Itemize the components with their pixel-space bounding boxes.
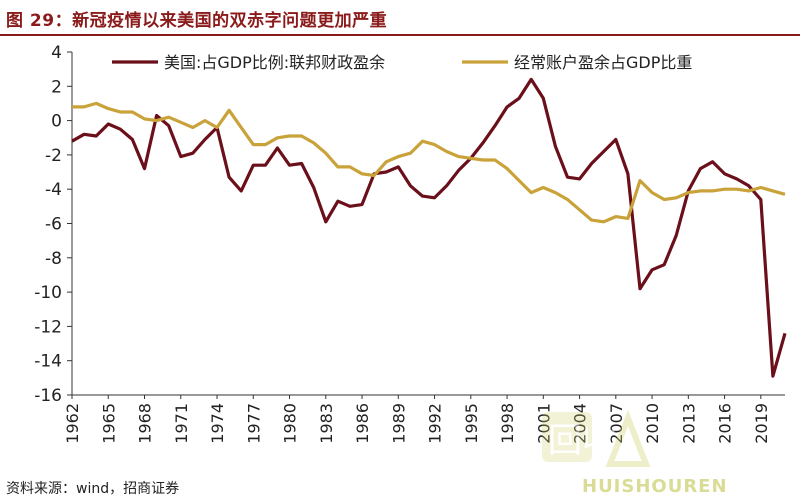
x-tick-label: 2004 <box>571 403 590 444</box>
x-tick-label: 1983 <box>317 403 336 444</box>
x-tick-label: 1977 <box>244 403 263 444</box>
y-tick-label: -2 <box>45 146 62 166</box>
x-tick-label: 2013 <box>679 403 698 444</box>
y-tick-label: 4 <box>51 43 62 63</box>
x-tick-label: 1971 <box>172 403 191 444</box>
watermark-glyph: 回收 <box>548 421 616 461</box>
x-tick-label: 2001 <box>534 403 553 444</box>
figure-title: 图 29：新冠疫情以来美国的双赤字问题更加严重 <box>6 11 388 31</box>
source-note: 资料来源：wind，招商证券 <box>6 481 180 497</box>
y-tick-label: -6 <box>45 215 62 235</box>
y-tick-label: -10 <box>34 283 62 303</box>
x-tick-label: 1980 <box>281 403 300 444</box>
x-tick-label: 2016 <box>716 403 735 444</box>
chart-legend: 美国:占GDP比例:联邦财政盈余 经常账户盈余占GDP比重 <box>112 53 692 72</box>
watermark-text: HUISHOUREN <box>582 476 728 497</box>
title-divider <box>0 34 800 36</box>
watermark-logo: 回收 <box>540 408 660 468</box>
x-tick-label: 2010 <box>643 403 662 444</box>
y-tick-label: -12 <box>34 317 62 337</box>
y-tick-label: 0 <box>51 112 62 132</box>
x-tick-label: 1986 <box>353 403 372 444</box>
x-tick-label: 1965 <box>99 403 118 444</box>
legend-label-2: 经常账户盈余占GDP比重 <box>514 53 692 72</box>
y-tick-label: -16 <box>34 386 62 406</box>
x-tick-label: 1962 <box>63 403 82 444</box>
x-tick-label: 1974 <box>208 403 227 444</box>
legend-label-1: 美国:占GDP比例:联邦财政盈余 <box>164 53 385 72</box>
series-line-1 <box>71 77 787 378</box>
x-tick-label: 1989 <box>389 403 408 444</box>
x-tick-label: 1995 <box>462 403 481 444</box>
x-tick-label: 2007 <box>607 403 626 444</box>
x-tick-label: 1968 <box>136 403 155 444</box>
x-tick-label: 2019 <box>752 403 771 444</box>
y-tick-label: -14 <box>34 352 62 372</box>
x-tick-label: 1998 <box>498 403 517 444</box>
y-tick-label: -4 <box>45 180 62 200</box>
x-tick-label: 1992 <box>426 403 445 444</box>
y-tick-label: 2 <box>51 77 62 97</box>
chart-lines <box>71 77 787 378</box>
y-tick-label: -8 <box>45 249 62 269</box>
series-line-2 <box>72 101 786 224</box>
